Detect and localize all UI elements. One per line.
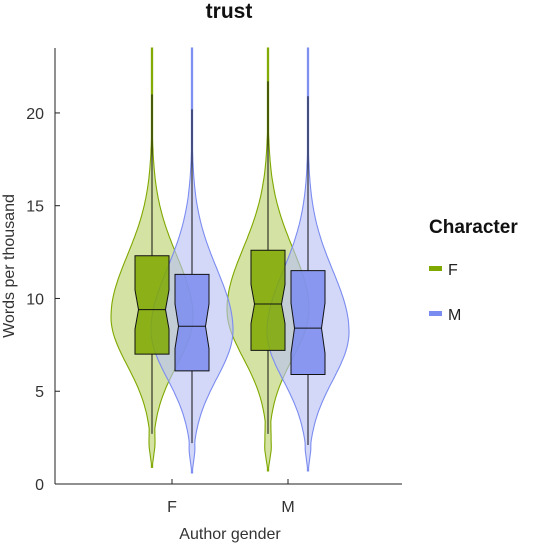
y-tick-label: 20 [26,106,44,123]
y-tick-label: 0 [35,477,44,494]
legend-swatch-m [429,311,442,316]
x-axis-title: Author gender [179,526,281,543]
legend-label-m: M [448,307,461,324]
legend: Character F M [429,217,518,324]
chart-title: trust [206,0,253,23]
legend-title: Character [429,217,518,238]
x-tick-label: M [281,499,294,516]
box [135,256,169,354]
y-axis-title: Words per thousand [1,194,18,338]
x-tick-label: F [167,499,177,516]
legend-swatch-f [429,266,442,271]
plot-area [111,48,349,473]
legend-label-f: F [448,262,458,279]
box [251,250,285,350]
y-tick-label: 15 [26,199,44,216]
box [291,271,325,375]
box [175,274,209,370]
y-tick-label: 5 [35,384,44,401]
y-tick-label: 10 [26,291,44,308]
